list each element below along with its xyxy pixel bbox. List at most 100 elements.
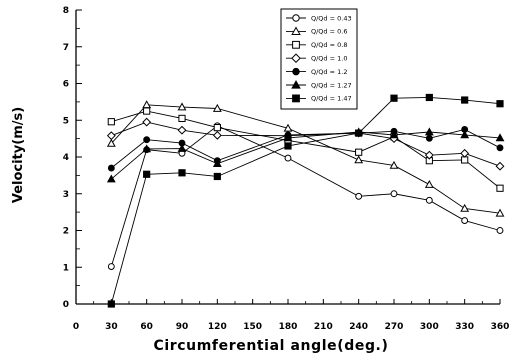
- legend: Q/Qd = 0.43 Q/Qd = 0.6 Q/Qd = 0.8 Q/Qd = 1.…: [280, 8, 358, 110]
- circle-marker: [496, 227, 504, 234]
- circle-marker: [496, 144, 504, 152]
- x-tick-label: 150: [243, 322, 262, 332]
- x-tick-label: 300: [420, 322, 439, 332]
- square-marker: [107, 118, 115, 126]
- circle-marker: [461, 217, 469, 225]
- diamond-marker: [106, 131, 116, 141]
- series-line: [110, 125, 501, 267]
- triangle-marker: [177, 143, 187, 152]
- square-marker: [496, 100, 504, 108]
- series-markers: [106, 93, 505, 308]
- square-marker: [107, 300, 115, 308]
- square-marker: [178, 114, 186, 123]
- legend-entry-label: Q/Qd = 0.8: [311, 41, 347, 49]
- square-marker: [461, 156, 469, 164]
- legend-entry-label: Q/Qd = 1.2: [311, 68, 347, 76]
- circle-marker: [107, 263, 115, 270]
- triangle-marker: [142, 100, 152, 109]
- y-tick-label: 0: [63, 300, 69, 310]
- triangle-marker: [212, 103, 222, 112]
- square-marker: [284, 142, 292, 150]
- x-axis-title: Circumferential angle(deg.): [154, 338, 389, 354]
- triangle-marker: [354, 155, 364, 164]
- square-marker: [213, 172, 221, 181]
- y-axis-title: Velocity(m/s): [11, 107, 26, 203]
- triangle-marker: [460, 130, 470, 139]
- square-marker: [178, 169, 186, 177]
- triangle-marker: [460, 203, 470, 212]
- diamond-marker: [460, 148, 470, 158]
- diamond-marker: [495, 161, 505, 171]
- square-marker: [355, 129, 363, 137]
- square-marker: [143, 170, 151, 178]
- x-tick-label: 0: [73, 322, 79, 332]
- series-line: [111, 104, 501, 214]
- legend-entry-label: Q/Qd = 1.27: [311, 81, 352, 89]
- circle-marker: [143, 136, 151, 144]
- triangle-marker: [106, 138, 116, 147]
- square-marker: [355, 148, 363, 156]
- y-tick-label: 4: [63, 153, 69, 163]
- square-marker: [292, 94, 300, 103]
- series-line: [110, 97, 501, 305]
- y-tick-label: 2: [63, 227, 69, 237]
- square-marker: [461, 96, 469, 104]
- triangle-marker: [177, 102, 187, 111]
- triangle-marker: [283, 133, 293, 142]
- triangle-marker: [106, 174, 116, 183]
- x-tick-label: 360: [491, 322, 509, 332]
- series-line: [111, 110, 501, 189]
- legend-entry-label: Q/Qd = 1.47: [311, 95, 352, 103]
- y-tick-label: 6: [63, 80, 69, 90]
- x-tick-label: 240: [349, 322, 368, 332]
- triangle-marker: [424, 179, 434, 188]
- legend-entry-label: Q/Qd = 0.43: [311, 14, 352, 22]
- circle-marker: [425, 196, 433, 204]
- triangle-marker: [495, 208, 505, 217]
- series-line: [111, 131, 501, 180]
- triangle-marker: [283, 123, 293, 132]
- x-tick-label: 270: [385, 322, 404, 332]
- legend-entry-label: Q/Qd = 1.0: [311, 55, 347, 63]
- square-marker: [496, 184, 504, 192]
- y-tick-label: 1: [63, 263, 69, 273]
- x-tick-label: 120: [208, 322, 227, 332]
- x-tick-label: 30: [105, 322, 118, 332]
- x-tick-label: 90: [176, 322, 189, 332]
- legend-entry-label: Q/Qd = 0.6: [311, 28, 347, 36]
- diamond-marker: [177, 125, 187, 135]
- circle-marker: [425, 134, 433, 142]
- triangle-marker: [389, 130, 399, 139]
- triangle-marker: [212, 159, 222, 167]
- circle-marker: [107, 164, 115, 172]
- square-marker: [390, 94, 398, 102]
- x-tick-label: 180: [279, 322, 298, 332]
- triangle-marker: [142, 144, 152, 153]
- square-marker: [292, 40, 300, 49]
- diamond-marker: [212, 130, 222, 140]
- diamond-marker: [291, 53, 301, 63]
- y-tick-label: 5: [63, 116, 69, 126]
- circle-marker: [292, 67, 300, 76]
- series-line: [111, 121, 501, 167]
- triangle-marker: [424, 127, 434, 136]
- diamond-marker: [142, 117, 152, 127]
- circle-marker: [292, 14, 300, 22]
- y-axis-ticks: 0 1 2 3 4 5 6 7 8: [63, 6, 82, 310]
- square-marker: [143, 107, 151, 115]
- y-tick-label: 8: [63, 6, 69, 16]
- y-tick-label: 3: [63, 190, 69, 200]
- circle-marker: [284, 154, 292, 162]
- triangle-marker: [291, 80, 301, 89]
- circle-marker: [355, 192, 363, 200]
- x-tick-label: 210: [314, 322, 333, 332]
- diamond-marker: [424, 150, 434, 160]
- circle-marker: [390, 190, 398, 198]
- triangle-marker: [389, 160, 399, 169]
- y-tick-label: 7: [63, 43, 69, 53]
- series-lines: [110, 97, 501, 305]
- square-marker: [425, 93, 433, 102]
- triangle-marker: [291, 26, 301, 36]
- x-tick-label: 60: [140, 322, 153, 332]
